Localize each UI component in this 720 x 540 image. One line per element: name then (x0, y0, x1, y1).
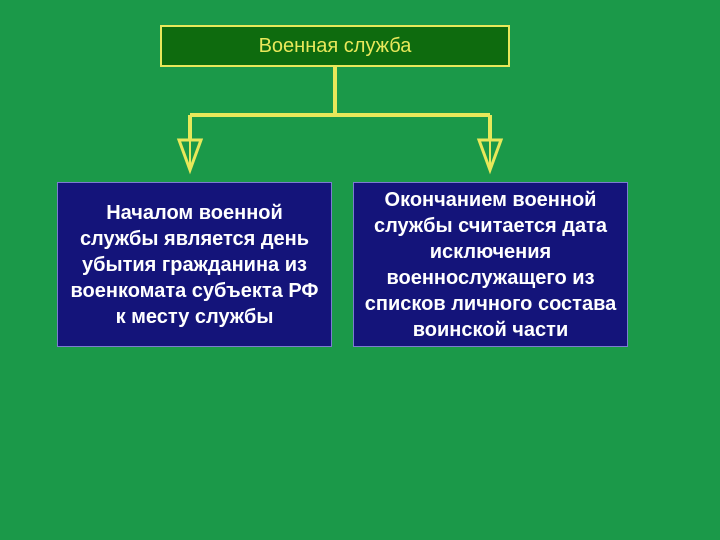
child-text-end: Окончанием военной службы считается дата… (364, 187, 617, 343)
child-box-end: Окончанием военной службы считается дата… (353, 182, 628, 347)
title-text: Военная служба (259, 35, 412, 58)
title-box: Военная служба (160, 25, 510, 67)
child-text-start: Началом военной службы является день убы… (68, 200, 321, 330)
child-box-start: Началом военной службы является день убы… (57, 182, 332, 347)
